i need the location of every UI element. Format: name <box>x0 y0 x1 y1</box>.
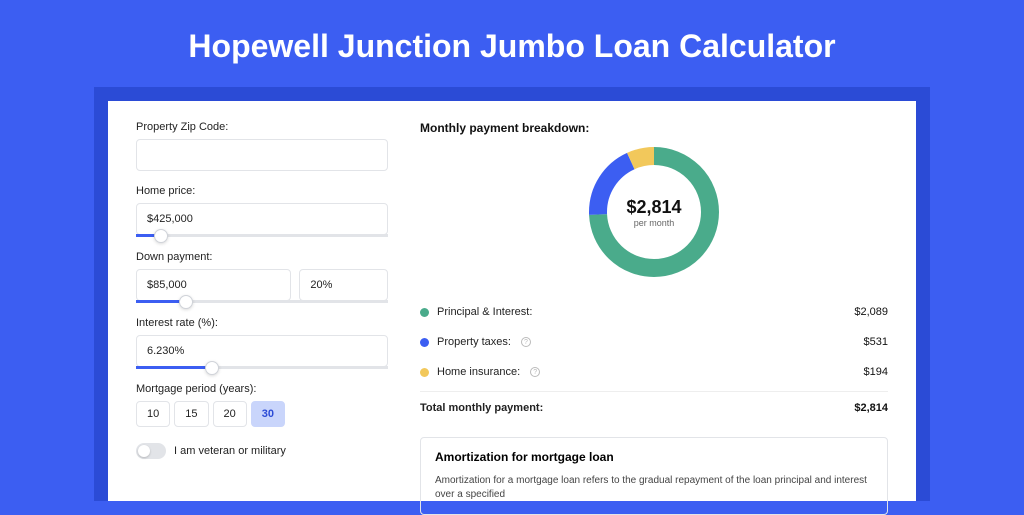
legend-row: Home insurance:? $194 <box>420 357 888 387</box>
legend-total-label: Total monthly payment: <box>420 402 543 414</box>
legend-list: Principal & Interest: $2,089 Property taxe… <box>420 297 888 387</box>
legend-value: $531 <box>864 336 888 348</box>
payment-donut-chart: $2,814 per month <box>589 147 719 277</box>
breakdown-column: Monthly payment breakdown: $2,814 per mo… <box>420 121 888 481</box>
zip-field: Property Zip Code: <box>136 121 388 171</box>
mortgage-period-option-15[interactable]: 15 <box>174 401 208 427</box>
donut-center: $2,814 per month <box>589 147 719 277</box>
mortgage-period-options: 10152030 <box>136 401 388 427</box>
legend-dot-icon <box>420 308 429 317</box>
mortgage-period-label: Mortgage period (years): <box>136 383 388 395</box>
legend-label: Principal & Interest: <box>437 306 532 318</box>
veteran-toggle-knob <box>138 445 150 457</box>
zip-label: Property Zip Code: <box>136 121 388 133</box>
legend-label: Property taxes: <box>437 336 511 348</box>
down-payment-label: Down payment: <box>136 251 388 263</box>
interest-rate-slider-fill <box>136 366 212 369</box>
home-price-label: Home price: <box>136 185 388 197</box>
home-price-slider[interactable] <box>136 234 388 237</box>
amortization-panel: Amortization for mortgage loan Amortizat… <box>420 437 888 515</box>
interest-rate-input[interactable] <box>136 335 388 367</box>
legend-row: Property taxes:? $531 <box>420 327 888 357</box>
donut-wrap: $2,814 per month <box>420 147 888 277</box>
form-column: Property Zip Code: Home price: Down paym… <box>136 121 388 481</box>
home-price-slider-thumb[interactable] <box>154 229 168 243</box>
down-payment-field: Down payment: <box>136 251 388 303</box>
mortgage-period-option-30[interactable]: 30 <box>251 401 285 427</box>
mortgage-period-field: Mortgage period (years): 10152030 <box>136 383 388 427</box>
calculator-card: Property Zip Code: Home price: Down paym… <box>108 101 916 501</box>
home-price-input[interactable] <box>136 203 388 235</box>
down-payment-amount-input[interactable] <box>136 269 291 301</box>
mortgage-period-option-10[interactable]: 10 <box>136 401 170 427</box>
down-payment-slider-thumb[interactable] <box>179 295 193 309</box>
down-payment-percent-input[interactable] <box>299 269 388 301</box>
veteran-toggle[interactable] <box>136 443 166 459</box>
amortization-text: Amortization for a mortgage loan refers … <box>435 474 873 502</box>
page-title: Hopewell Junction Jumbo Loan Calculator <box>0 0 1024 87</box>
amortization-title: Amortization for mortgage loan <box>435 450 873 464</box>
down-payment-slider[interactable] <box>136 300 388 303</box>
legend-value: $2,089 <box>854 306 888 318</box>
legend-dot-icon <box>420 338 429 347</box>
legend-total-row: Total monthly payment: $2,814 <box>420 391 888 423</box>
mortgage-period-option-20[interactable]: 20 <box>213 401 247 427</box>
interest-rate-slider-thumb[interactable] <box>205 361 219 375</box>
home-price-field: Home price: <box>136 185 388 237</box>
legend-row: Principal & Interest: $2,089 <box>420 297 888 327</box>
veteran-label: I am veteran or military <box>174 445 286 457</box>
breakdown-title: Monthly payment breakdown: <box>420 121 888 135</box>
legend-total-value: $2,814 <box>854 402 888 414</box>
card-wrapper: Property Zip Code: Home price: Down paym… <box>94 87 930 501</box>
donut-amount: $2,814 <box>626 197 681 218</box>
veteran-row: I am veteran or military <box>136 443 388 459</box>
legend-dot-icon <box>420 368 429 377</box>
interest-rate-slider[interactable] <box>136 366 388 369</box>
interest-rate-field: Interest rate (%): <box>136 317 388 369</box>
info-icon[interactable]: ? <box>530 367 540 377</box>
legend-label: Home insurance: <box>437 366 520 378</box>
interest-rate-label: Interest rate (%): <box>136 317 388 329</box>
zip-input[interactable] <box>136 139 388 171</box>
legend-value: $194 <box>864 366 888 378</box>
info-icon[interactable]: ? <box>521 337 531 347</box>
donut-sub: per month <box>634 218 675 228</box>
